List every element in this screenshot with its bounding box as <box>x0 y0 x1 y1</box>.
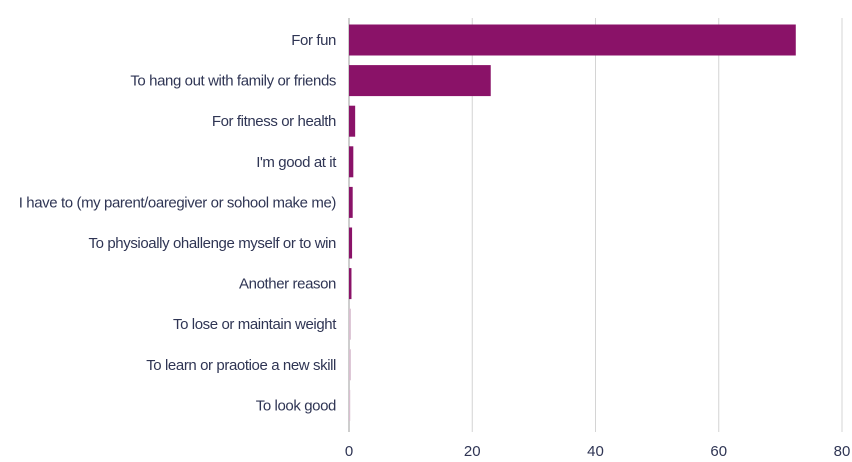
bar-9 <box>349 349 351 381</box>
x-tick-label-40: 40 <box>587 443 604 460</box>
x-tick-label-20: 20 <box>464 443 481 460</box>
category-label-10: To look good <box>256 397 336 414</box>
x-tick-label-60: 60 <box>710 443 727 460</box>
category-label-5: I have to (my parent/oaregiver or sohool… <box>19 194 337 211</box>
category-label-2: To hang out with family or friends <box>130 73 336 90</box>
x-tick-label-0: 0 <box>345 443 353 460</box>
category-label-1: For fun <box>291 32 336 49</box>
bar-4 <box>349 146 354 178</box>
category-label-8: To lose or maintain weight <box>173 316 337 333</box>
category-label-9: To learn or praotioe a new skill <box>146 357 336 374</box>
bar-1 <box>349 24 796 56</box>
bar-8 <box>349 308 351 340</box>
category-label-7: Another reason <box>239 276 336 293</box>
category-labels: For fun To hang out with family or friend… <box>19 32 338 414</box>
bar-3 <box>349 105 356 137</box>
bar-2 <box>349 65 491 97</box>
category-label-3: For fitness or health <box>212 113 336 130</box>
bar-5 <box>349 186 353 218</box>
bar-7 <box>349 268 352 300</box>
category-label-4: I'm good at it <box>256 154 337 171</box>
category-label-6: To physioally ohallenge myself or to win <box>89 235 337 252</box>
bars <box>349 24 796 421</box>
x-tick-labels: 0 20 40 60 80 <box>345 443 851 460</box>
bar-10 <box>349 389 351 421</box>
bar-6 <box>349 227 353 259</box>
x-tick-label-80: 80 <box>834 443 851 460</box>
